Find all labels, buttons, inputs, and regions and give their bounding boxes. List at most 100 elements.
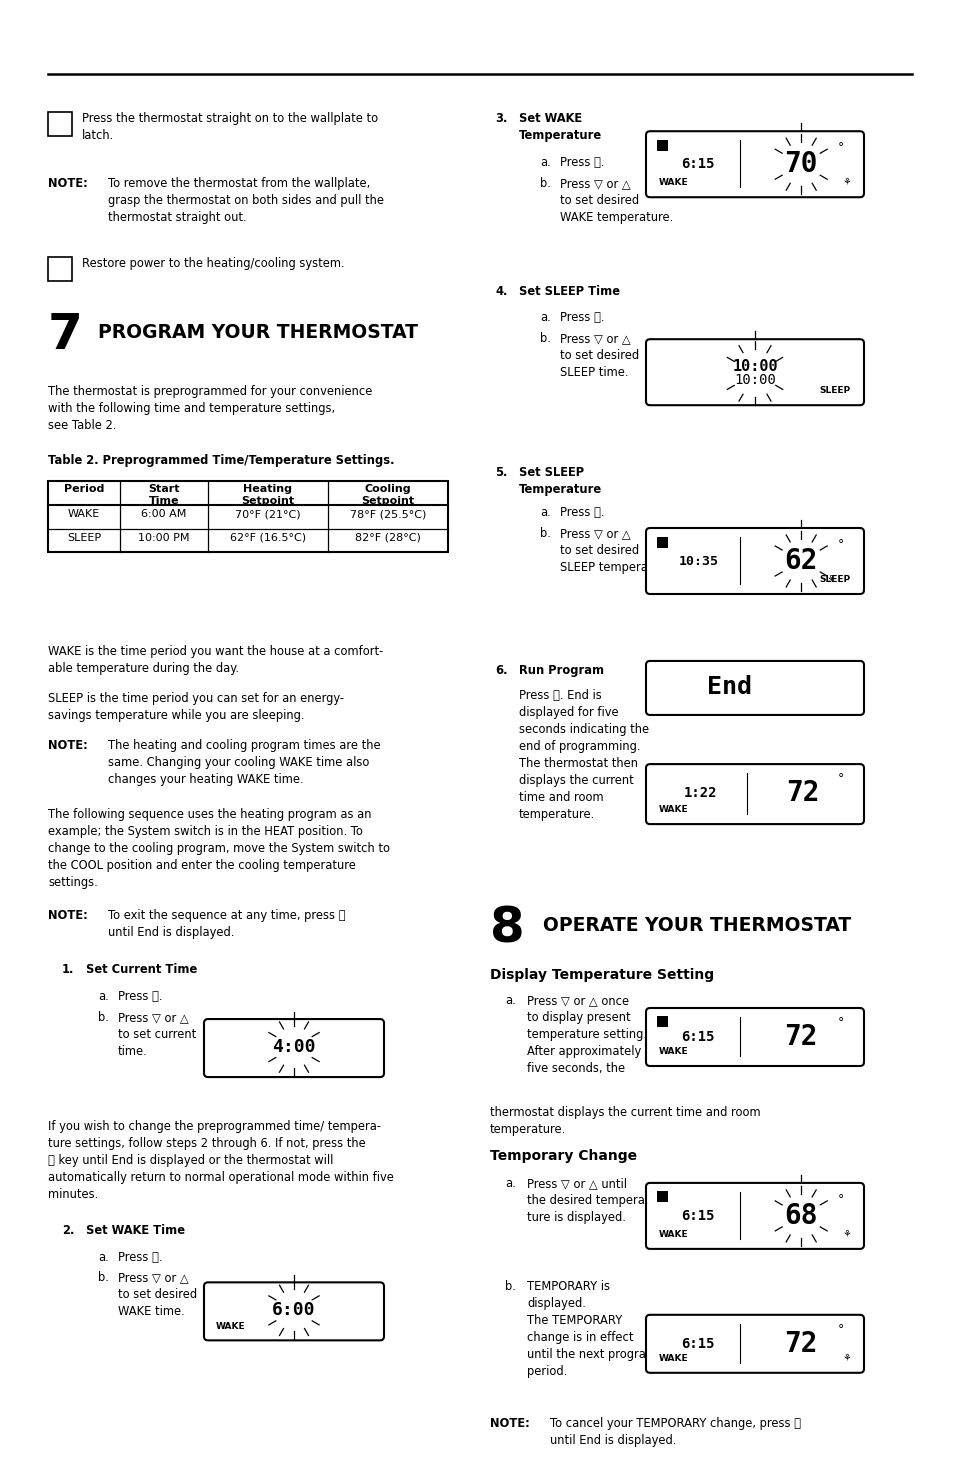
- Text: 6:00: 6:00: [272, 1301, 315, 1319]
- Text: ⚘: ⚘: [825, 574, 834, 584]
- Text: WAKE: WAKE: [215, 1322, 245, 1330]
- Text: Press ▽ or △
to set current
time.: Press ▽ or △ to set current time.: [118, 1012, 196, 1058]
- Text: Press Ⓢ.: Press Ⓢ.: [559, 156, 604, 170]
- Text: 82°F (28°C): 82°F (28°C): [355, 532, 420, 543]
- Bar: [48, 112, 71, 136]
- FancyBboxPatch shape: [204, 1019, 384, 1077]
- FancyBboxPatch shape: [645, 131, 863, 198]
- Text: Restore power to the heating/cooling system.: Restore power to the heating/cooling sys…: [82, 257, 344, 270]
- Text: 1.: 1.: [62, 963, 74, 976]
- Text: Press Ⓢ.: Press Ⓢ.: [559, 311, 604, 324]
- Text: b.: b.: [539, 332, 550, 345]
- Bar: [48, 257, 71, 280]
- Text: 72: 72: [783, 1024, 817, 1052]
- Text: SLEEP is the time period you can set for an energy-
savings temperature while yo: SLEEP is the time period you can set for…: [48, 692, 344, 721]
- Text: The following sequence uses the heating program as an
example; the System switch: The following sequence uses the heating …: [48, 808, 390, 889]
- Text: Set Current Time: Set Current Time: [86, 963, 197, 976]
- Text: a.: a.: [504, 994, 516, 1007]
- Text: The thermostat is preprogrammed for your convenience
with the following time and: The thermostat is preprogrammed for your…: [48, 385, 372, 432]
- Text: SLEEP: SLEEP: [67, 532, 101, 543]
- FancyBboxPatch shape: [645, 1007, 863, 1066]
- Text: 7: 7: [48, 311, 83, 360]
- Text: 62°F (16.5°C): 62°F (16.5°C): [230, 532, 306, 543]
- Text: OPERATE YOUR THERMOSTAT: OPERATE YOUR THERMOSTAT: [542, 916, 850, 935]
- Text: Press Ⓢ. End is
displayed for five
seconds indicating the
end of programming.
Th: Press Ⓢ. End is displayed for five secon…: [518, 689, 648, 820]
- Text: WAKE: WAKE: [659, 805, 688, 814]
- Text: 10:00 PM: 10:00 PM: [138, 532, 190, 543]
- Text: Cooling
Setpoint: Cooling Setpoint: [361, 484, 415, 506]
- Text: 72: 72: [785, 779, 820, 807]
- Text: WAKE: WAKE: [659, 1230, 688, 1239]
- Text: Press Ⓢ.: Press Ⓢ.: [118, 1251, 162, 1264]
- Text: NOTE:: NOTE:: [48, 177, 88, 190]
- Text: ⚘: ⚘: [841, 1229, 850, 1239]
- Text: Start
Time: Start Time: [148, 484, 179, 506]
- Bar: [48, 481, 448, 552]
- Text: To cancel your TEMPORARY change, press Ⓢ
until End is displayed.: To cancel your TEMPORARY change, press Ⓢ…: [550, 1417, 801, 1447]
- Text: ⚘: ⚘: [841, 1353, 850, 1363]
- Text: Temporary Change: Temporary Change: [490, 1149, 637, 1162]
- Text: Press ▽ or △
to set desired
WAKE time.: Press ▽ or △ to set desired WAKE time.: [118, 1271, 197, 1319]
- Text: Press ▽ or △
to set desired
SLEEP temperature.: Press ▽ or △ to set desired SLEEP temper…: [559, 527, 675, 574]
- Text: Press Ⓢ.: Press Ⓢ.: [118, 990, 162, 1003]
- Text: SLEEP: SLEEP: [819, 575, 850, 584]
- Text: b.: b.: [539, 177, 550, 190]
- Text: The heating and cooling program times are the
same. Changing your cooling WAKE t: The heating and cooling program times ar…: [108, 739, 380, 786]
- Text: 6:15: 6:15: [680, 1030, 715, 1044]
- FancyBboxPatch shape: [645, 528, 863, 594]
- Text: thermostat displays the current time and room
temperature.: thermostat displays the current time and…: [490, 1106, 760, 1136]
- Text: WAKE is the time period you want the house at a comfort-
able temperature during: WAKE is the time period you want the hou…: [48, 645, 383, 674]
- Text: To exit the sequence at any time, press Ⓢ
until End is displayed.: To exit the sequence at any time, press …: [108, 909, 345, 938]
- Text: 10:00: 10:00: [731, 358, 777, 373]
- Text: Set SLEEP Time: Set SLEEP Time: [518, 285, 619, 298]
- Bar: [657, 140, 667, 150]
- Text: WAKE: WAKE: [659, 1047, 688, 1056]
- Text: SLEEP: SLEEP: [819, 386, 850, 395]
- Text: 6.: 6.: [495, 664, 507, 677]
- Text: WAKE: WAKE: [659, 178, 688, 187]
- Text: Press Ⓢ.: Press Ⓢ.: [559, 506, 604, 519]
- FancyBboxPatch shape: [645, 764, 863, 825]
- Text: a.: a.: [98, 1251, 109, 1264]
- Text: End: End: [706, 676, 752, 699]
- Text: 62: 62: [783, 547, 817, 575]
- FancyBboxPatch shape: [645, 661, 863, 715]
- Text: °: °: [837, 538, 843, 552]
- Text: Set SLEEP
Temperature: Set SLEEP Temperature: [518, 466, 601, 496]
- Text: a.: a.: [539, 311, 550, 324]
- Text: °: °: [837, 142, 843, 155]
- Text: Run Program: Run Program: [518, 664, 603, 677]
- Text: ⚘: ⚘: [841, 177, 850, 187]
- Text: °: °: [837, 1193, 843, 1207]
- Text: Period: Period: [64, 484, 104, 494]
- Text: a.: a.: [539, 156, 550, 170]
- Text: TEMPORARY is
displayed.
The TEMPORARY
change is in effect
until the next program: TEMPORARY is displayed. The TEMPORARY ch…: [526, 1280, 657, 1378]
- Text: 72: 72: [783, 1330, 817, 1358]
- Bar: [657, 1192, 667, 1202]
- Text: 5.: 5.: [495, 466, 507, 479]
- Text: 10:00: 10:00: [733, 373, 775, 388]
- Text: °: °: [837, 1323, 843, 1336]
- Text: 2.: 2.: [62, 1224, 74, 1238]
- Text: 68: 68: [783, 1202, 817, 1230]
- FancyBboxPatch shape: [645, 1314, 863, 1373]
- Text: 1:22: 1:22: [683, 786, 717, 799]
- Text: 4:00: 4:00: [272, 1038, 315, 1056]
- Text: 8: 8: [490, 904, 524, 953]
- Text: 70°F (21°C): 70°F (21°C): [235, 509, 300, 519]
- Text: 6:15: 6:15: [680, 1336, 715, 1351]
- Text: Set WAKE
Temperature: Set WAKE Temperature: [518, 112, 601, 142]
- Text: Press the thermostat straight on to the wallplate to
latch.: Press the thermostat straight on to the …: [82, 112, 377, 142]
- Text: To remove the thermostat from the wallplate,
grasp the thermostat on both sides : To remove the thermostat from the wallpl…: [108, 177, 384, 224]
- Text: a.: a.: [504, 1177, 516, 1190]
- Text: b.: b.: [539, 527, 550, 540]
- Text: Set WAKE Time: Set WAKE Time: [86, 1224, 185, 1238]
- Text: NOTE:: NOTE:: [490, 1417, 529, 1431]
- FancyBboxPatch shape: [645, 339, 863, 406]
- Text: PROGRAM YOUR THERMOSTAT: PROGRAM YOUR THERMOSTAT: [98, 323, 417, 342]
- Text: °: °: [837, 771, 843, 785]
- Text: b.: b.: [98, 1271, 109, 1285]
- Text: WAKE: WAKE: [659, 1354, 688, 1363]
- Text: 3.: 3.: [495, 112, 507, 125]
- Text: 6:00 AM: 6:00 AM: [141, 509, 187, 519]
